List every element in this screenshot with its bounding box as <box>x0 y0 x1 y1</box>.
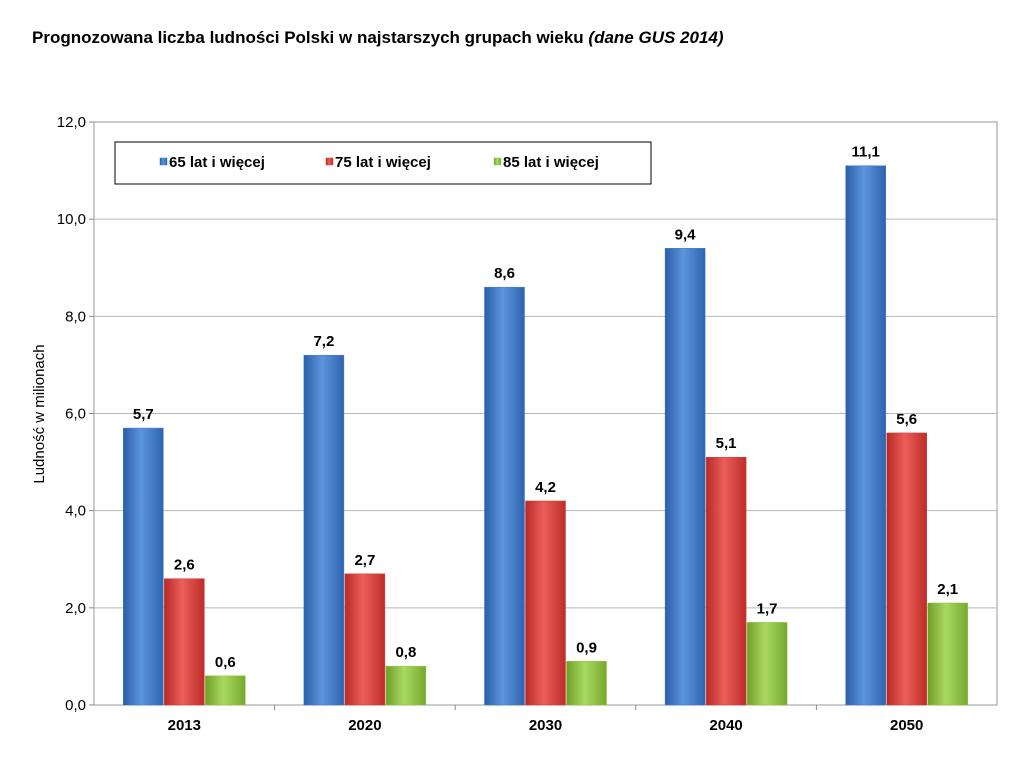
x-category-label: 2050 <box>890 717 923 734</box>
legend-swatch <box>493 157 502 166</box>
data-label: 9,4 <box>675 226 697 243</box>
x-category-label: 2013 <box>168 717 201 734</box>
data-label: 0,6 <box>215 654 236 671</box>
bar-2040-series-2 <box>705 456 747 706</box>
legend-swatch <box>159 157 168 166</box>
y-tick-label: 2,0 <box>65 600 86 617</box>
y-axis-title: Ludność w milionach <box>31 344 48 483</box>
bar-2013-series-1 <box>123 427 164 706</box>
data-label: 4,2 <box>535 479 556 496</box>
y-tick-label: 10,0 <box>57 211 86 228</box>
legend-label: 65 lat i więcej <box>169 154 265 171</box>
data-label: 8,6 <box>494 265 515 282</box>
legend: 65 lat i więcej 75 lat i więcej 85 lat i w… <box>114 141 652 185</box>
y-tick-label: 12,0 <box>57 114 86 131</box>
data-label: 5,1 <box>716 435 737 452</box>
x-category-label: 2020 <box>348 717 381 734</box>
data-label: 0,9 <box>576 639 597 656</box>
y-tick-label: 4,0 <box>65 503 86 520</box>
y-axis-ticks: 0,0 2,0 4,0 6,0 8,0 10,0 12,0 <box>57 114 94 714</box>
x-category-label: 2030 <box>529 717 562 734</box>
bar-2040-series-1 <box>664 248 706 706</box>
data-label: 2,1 <box>937 581 958 598</box>
legend-label: 75 lat i więcej <box>335 154 431 171</box>
chart-title: Prognozowana liczba ludności Polski w na… <box>32 28 724 48</box>
chart-title-text: Prognozowana liczba ludności Polski w na… <box>32 28 584 47</box>
data-label: 7,2 <box>313 333 334 350</box>
data-label: 1,7 <box>757 600 778 617</box>
y-tick-label: 0,0 <box>65 697 86 714</box>
bar-2030-series-2 <box>525 500 566 706</box>
data-label: 2,6 <box>174 557 195 574</box>
bar-2020-series-1 <box>303 354 345 706</box>
bar-2050-series-3 <box>927 602 968 706</box>
legend-swatch <box>325 157 334 166</box>
data-label: 2,7 <box>354 552 375 569</box>
bar-2050-series-1 <box>845 165 886 706</box>
x-category-label: 2040 <box>709 717 742 734</box>
y-tick-label: 8,0 <box>65 308 86 325</box>
data-label: 0,8 <box>395 644 416 661</box>
bar-2050-series-2 <box>886 432 927 706</box>
bar-2013-series-3 <box>205 675 246 706</box>
bar-2020-series-3 <box>385 665 427 706</box>
x-axis-categories: 2013 2020 2030 2040 2050 <box>168 705 923 734</box>
bar-2030-series-1 <box>484 286 525 706</box>
data-label: 11,1 <box>852 144 880 161</box>
bar-2040-series-3 <box>746 622 788 706</box>
bar-2013-series-2 <box>164 578 205 706</box>
legend-box <box>114 141 652 185</box>
legend-label: 85 lat i więcej <box>503 154 599 171</box>
chart-title-note: (dane GUS 2014) <box>588 28 724 47</box>
bar-2020-series-2 <box>344 573 386 706</box>
data-label: 5,7 <box>133 406 154 423</box>
bar-2030-series-3 <box>566 661 607 706</box>
y-tick-label: 6,0 <box>65 406 86 423</box>
data-label: 5,6 <box>896 411 917 428</box>
bars <box>123 165 968 706</box>
data-labels: 5,7 2,6 0,6 7,2 2,7 0,8 8,6 4,2 0,9 9,4 5,1 1,7 11,1… <box>133 144 958 671</box>
